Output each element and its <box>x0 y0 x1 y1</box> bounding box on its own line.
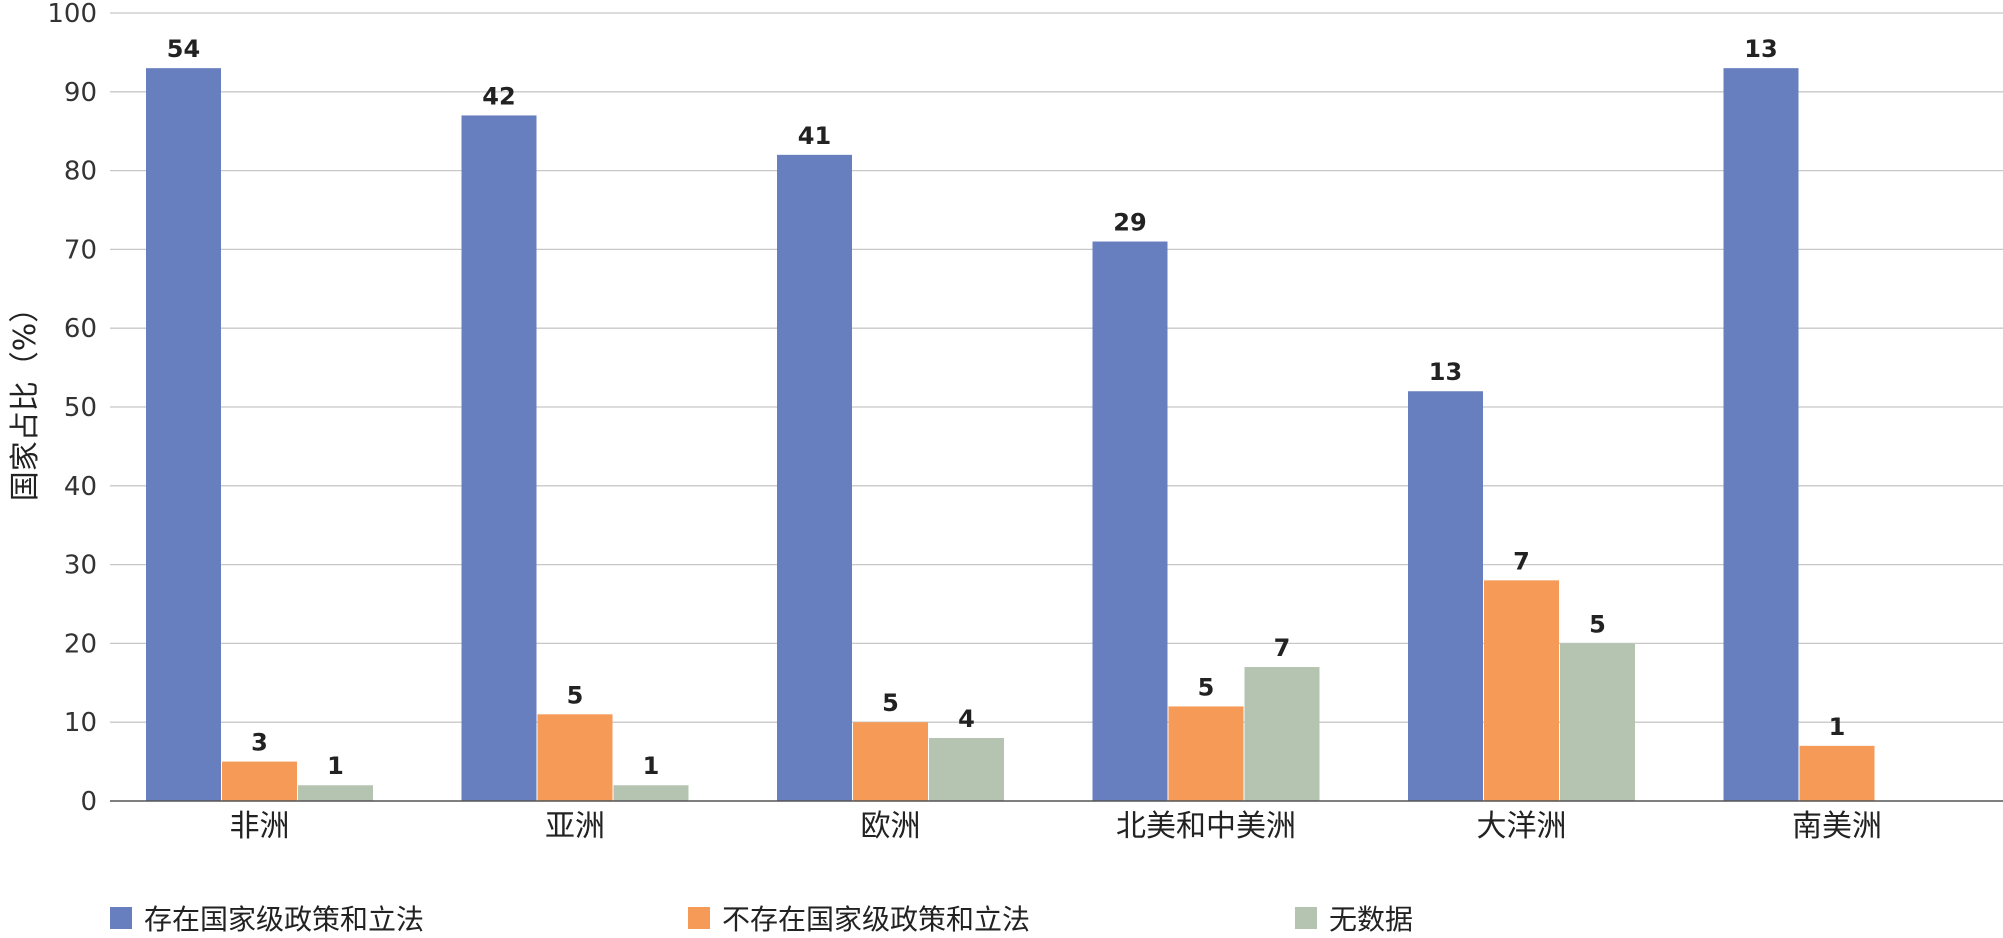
legend-item-policy: 存在国家级政策和立法 <box>110 898 424 938</box>
legend: 存在国家级政策和立法 不存在国家级政策和立法 无数据 <box>0 898 2003 938</box>
data-label: 54 <box>167 35 200 63</box>
bar <box>777 154 852 802</box>
x-category-label: 北美和中美洲 <box>1116 809 1296 844</box>
legend-swatch <box>1295 907 1317 929</box>
y-tick-label: 10 <box>64 708 97 738</box>
data-label: 1 <box>643 752 660 780</box>
bar <box>1799 745 1875 801</box>
legend-label: 无数据 <box>1329 903 1414 936</box>
data-label: 5 <box>882 689 899 717</box>
y-axis-ticks: 0 10 20 30 40 50 60 70 80 90 100 <box>47 0 97 817</box>
bar <box>1168 706 1244 801</box>
x-category-label: 欧洲 <box>861 809 921 844</box>
data-label: 3 <box>251 729 268 757</box>
y-tick-label: 60 <box>64 314 97 344</box>
y-tick-label: 50 <box>64 393 97 423</box>
bar <box>853 722 928 801</box>
y-tick-label: 20 <box>64 629 97 659</box>
legend-swatch <box>688 907 710 929</box>
data-label: 42 <box>482 82 515 110</box>
data-label: 7 <box>1513 547 1530 575</box>
legend-label: 存在国家级政策和立法 <box>144 903 425 936</box>
bar <box>613 785 689 801</box>
bar <box>1408 391 1483 801</box>
data-label: 13 <box>1744 35 1777 63</box>
gridlines <box>110 12 2003 723</box>
bar <box>537 714 613 801</box>
x-category-label: 大洋洲 <box>1477 809 1567 844</box>
bar <box>298 785 373 801</box>
y-tick-label: 100 <box>47 0 97 29</box>
legend-swatch <box>110 907 132 929</box>
bar <box>1092 241 1168 801</box>
x-category-label: 南美洲 <box>1792 809 1882 844</box>
data-label: 1 <box>1829 713 1846 741</box>
data-label: 4 <box>958 705 975 733</box>
x-category-label: 亚洲 <box>545 809 605 844</box>
data-label: 13 <box>1429 358 1462 386</box>
bar <box>146 68 221 801</box>
bar <box>929 737 1004 801</box>
data-label: 5 <box>1589 610 1606 638</box>
y-tick-label: 30 <box>64 551 97 581</box>
y-tick-label: 70 <box>64 235 97 265</box>
x-category-label: 非洲 <box>230 809 290 844</box>
bar <box>222 761 297 801</box>
bar <box>1723 68 1799 801</box>
data-label: 41 <box>798 122 831 150</box>
bar <box>461 115 537 801</box>
y-tick-label: 40 <box>64 472 97 502</box>
legend-label: 不存在国家级政策和立法 <box>722 903 1031 936</box>
data-label: 29 <box>1113 209 1146 237</box>
bars <box>146 68 1875 802</box>
x-axis-categories: 非洲 亚洲 欧洲 北美和中美洲 大洋洲 南美洲 <box>230 809 1883 844</box>
y-tick-label: 90 <box>64 78 97 108</box>
bar <box>1484 580 1559 801</box>
data-label: 5 <box>567 681 584 709</box>
bar <box>1560 643 1635 801</box>
bar <box>1244 667 1320 801</box>
data-label: 7 <box>1274 634 1291 662</box>
y-tick-label: 80 <box>64 157 97 187</box>
y-tick-label: 0 <box>80 787 97 817</box>
y-axis-title: 国家占比（%） <box>8 293 43 502</box>
data-label: 1 <box>327 752 344 780</box>
legend-item-no-data: 无数据 <box>1295 898 1413 938</box>
data-label: 5 <box>1198 673 1215 701</box>
legend-item-no-policy: 不存在国家级政策和立法 <box>688 898 1030 938</box>
